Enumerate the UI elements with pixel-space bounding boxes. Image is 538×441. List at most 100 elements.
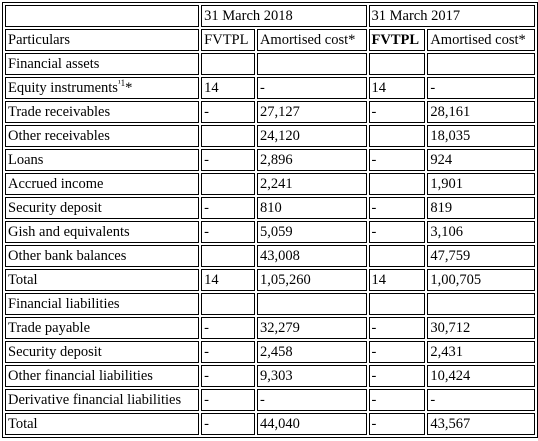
table-row: Security deposit -810-819 [5, 197, 535, 219]
fvtpl-2018-cell: - [201, 413, 255, 435]
fvtpl-2017-cell [368, 245, 426, 267]
fvtpl-2018-cell: - [201, 197, 255, 219]
amortised-cost-2018-cell: 2,896 [256, 149, 367, 171]
row-label-text: Trade receivables [8, 104, 111, 120]
amortised-cost-2017-cell: 30,712 [427, 317, 535, 339]
row-label: Trade payable [5, 317, 200, 339]
table-row: Accrued income 2,241 1,901 [5, 173, 535, 195]
fvtpl-2017-header: FVTPL [368, 29, 426, 51]
table-body: 31 March 2018 31 March 2017 Particulars … [5, 5, 535, 435]
table-row: Other receivables 24,120 18,035 [5, 125, 535, 147]
amortised-cost-2017-cell: 924 [427, 149, 535, 171]
amortised-cost-2018-header: Amortised cost* [256, 29, 367, 51]
table-row: Loans -2,896-924 [5, 149, 535, 171]
row-label-text: Other financial liabilities [8, 368, 153, 384]
fvtpl-2018-cell: - [201, 221, 255, 243]
row-label-text: Trade payable [8, 320, 91, 336]
year-2017-header: 31 March 2017 [368, 5, 535, 27]
fvtpl-2017-cell [368, 293, 426, 315]
amortised-cost-2017-cell: 18,035 [427, 125, 535, 147]
year-header-row: 31 March 2018 31 March 2017 [5, 5, 535, 27]
row-label: Derivative financial liabilities [5, 389, 200, 411]
amortised-cost-2018-cell: 810 [256, 197, 367, 219]
table-row: Financial liabilities [5, 293, 535, 315]
fvtpl-2017-cell [368, 125, 426, 147]
amortised-cost-2018-cell: 43,008 [256, 245, 367, 267]
amortised-cost-2017-cell: 43,567 [427, 413, 535, 435]
amortised-cost-2018-cell: 2,241 [256, 173, 367, 195]
amortised-cost-2017-cell: 28,161 [427, 101, 535, 123]
row-label: Financial liabilities [5, 293, 200, 315]
amortised-cost-2018-cell [256, 53, 367, 75]
row-label: Security deposit [5, 341, 200, 363]
fvtpl-2017-cell: - [368, 149, 426, 171]
amortised-cost-2018-cell: 5,059 [256, 221, 367, 243]
row-label: Trade receivables [5, 101, 200, 123]
row-label-suffix: * [125, 80, 133, 96]
row-label-text: Security deposit [8, 344, 102, 360]
fvtpl-2018-cell: - [201, 317, 255, 339]
amortised-cost-2018-cell: - [256, 389, 367, 411]
row-label-footnote: ¹1 [117, 78, 126, 89]
row-label: Other financial liabilities [5, 365, 200, 387]
amortised-cost-2018-cell: 24,120 [256, 125, 367, 147]
fvtpl-2018-cell [201, 293, 255, 315]
table-row: Trade payable -32,279-30,712 [5, 317, 535, 339]
fvtpl-2017-cell: - [368, 197, 426, 219]
row-label-text: Financial assets [8, 56, 100, 72]
fvtpl-2018-cell: - [201, 365, 255, 387]
table-row: Other financial liabilities -9,303-10,424 [5, 365, 535, 387]
fvtpl-2017-cell [368, 173, 426, 195]
table-row: Total -44,040-43,567 [5, 413, 535, 435]
fvtpl-2017-cell: 14 [368, 77, 426, 99]
fvtpl-2018-cell: - [201, 149, 255, 171]
row-label-text: Loans [8, 152, 44, 168]
amortised-cost-2018-cell: 27,127 [256, 101, 367, 123]
fvtpl-2017-cell: - [368, 389, 426, 411]
row-label: Total [5, 269, 200, 291]
fvtpl-2017-cell [368, 53, 426, 75]
row-label-text: Gish and equivalents [8, 224, 130, 240]
fvtpl-2017-cell: 14 [368, 269, 426, 291]
amortised-cost-2017-cell [427, 53, 535, 75]
fvtpl-2018-cell: 14 [201, 269, 255, 291]
amortised-cost-2018-cell [256, 293, 367, 315]
row-label: Total [5, 413, 200, 435]
particulars-header: Particulars [5, 29, 200, 51]
table-row: Gish and equivalents -5,059-3,106 [5, 221, 535, 243]
amortised-cost-2017-cell: - [427, 77, 535, 99]
amortised-cost-2017-cell: 10,424 [427, 365, 535, 387]
row-label: Accrued income [5, 173, 200, 195]
amortised-cost-2017-cell: - [427, 389, 535, 411]
row-label: Other receivables [5, 125, 200, 147]
column-header-row: Particulars FVTPL Amortised cost* FVTPL … [5, 29, 535, 51]
table-row: Total 14 1,05,260 14 1,00,705 [5, 269, 535, 291]
row-label-text: Equity instruments [8, 80, 118, 96]
amortised-cost-2018-cell: 9,303 [256, 365, 367, 387]
row-label: Gish and equivalents [5, 221, 200, 243]
fvtpl-2018-cell [201, 173, 255, 195]
amortised-cost-2017-cell: 3,106 [427, 221, 535, 243]
row-label-text: Other receivables [8, 128, 110, 144]
amortised-cost-2017-cell: 1,901 [427, 173, 535, 195]
fvtpl-2018-header: FVTPL [201, 29, 255, 51]
row-label: Equity instruments¹1* [5, 77, 200, 99]
amortised-cost-2018-cell: 1,05,260 [256, 269, 367, 291]
fvtpl-2018-cell [201, 245, 255, 267]
row-label: Loans [5, 149, 200, 171]
amortised-cost-2018-cell: 44,040 [256, 413, 367, 435]
fvtpl-2018-cell: - [201, 389, 255, 411]
fvtpl-2017-cell: - [368, 365, 426, 387]
fvtpl-2017-cell: - [368, 317, 426, 339]
header-blank-cell [5, 5, 200, 27]
amortised-cost-2017-cell: 1,00,705 [427, 269, 535, 291]
row-label: Financial assets [5, 53, 200, 75]
table-row: Derivative financial liabilities - - - - [5, 389, 535, 411]
table-row: Equity instruments¹1* 14-14- [5, 77, 535, 99]
amortised-cost-2018-cell: 32,279 [256, 317, 367, 339]
fvtpl-2017-cell: - [368, 413, 426, 435]
row-label-text: Total [8, 272, 38, 288]
amortised-cost-2017-cell [427, 293, 535, 315]
